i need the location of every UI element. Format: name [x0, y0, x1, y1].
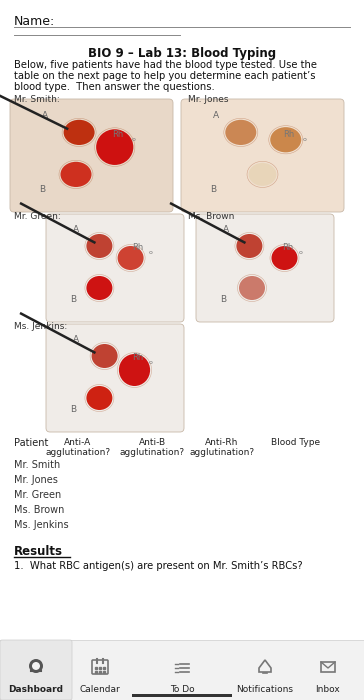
Text: Anti-A
agglutination?: Anti-A agglutination? — [46, 438, 111, 457]
Text: Blood Type: Blood Type — [272, 438, 321, 447]
Text: A: A — [213, 111, 219, 120]
Ellipse shape — [236, 234, 262, 258]
FancyBboxPatch shape — [10, 99, 173, 212]
FancyBboxPatch shape — [181, 99, 344, 212]
Text: Notifications: Notifications — [237, 685, 293, 694]
Text: Rh: Rh — [132, 354, 143, 363]
Ellipse shape — [118, 246, 144, 270]
Text: Ms. Brown: Ms. Brown — [188, 212, 234, 221]
Text: Ms. Brown: Ms. Brown — [14, 505, 64, 515]
Ellipse shape — [272, 246, 297, 270]
Circle shape — [32, 662, 40, 670]
Text: B: B — [220, 295, 226, 304]
FancyBboxPatch shape — [46, 324, 184, 432]
Text: Rh: Rh — [283, 130, 294, 139]
Text: Patient: Patient — [14, 438, 48, 448]
Text: A: A — [73, 225, 79, 234]
Ellipse shape — [60, 162, 91, 187]
Bar — [321, 662, 335, 672]
Text: Below, five patients have had the blood type tested. Use the: Below, five patients have had the blood … — [14, 60, 317, 70]
Ellipse shape — [249, 163, 276, 186]
Text: BIO 9 – Lab 13: Blood Typing: BIO 9 – Lab 13: Blood Typing — [88, 47, 276, 60]
Text: table on the next page to help you determine each patient’s: table on the next page to help you deter… — [14, 71, 316, 81]
Text: Anti-Rh
agglutination?: Anti-Rh agglutination? — [189, 438, 254, 457]
Text: Rh: Rh — [282, 244, 293, 253]
Text: Calendar: Calendar — [80, 685, 120, 694]
Text: Ms. Jenkins: Ms. Jenkins — [14, 520, 69, 530]
Text: o: o — [303, 137, 307, 142]
Text: A: A — [73, 335, 79, 344]
Text: Rh: Rh — [112, 130, 123, 139]
Text: Mr. Jones: Mr. Jones — [188, 95, 229, 104]
Ellipse shape — [92, 344, 118, 368]
Ellipse shape — [96, 130, 133, 165]
Text: blood type.  Then answer the questions.: blood type. Then answer the questions. — [14, 82, 215, 92]
Text: B: B — [70, 405, 76, 414]
Text: o: o — [149, 251, 153, 256]
Text: o: o — [149, 360, 153, 365]
FancyBboxPatch shape — [196, 214, 334, 322]
Text: A: A — [42, 111, 48, 120]
Text: Mr. Smith:: Mr. Smith: — [14, 95, 60, 104]
Ellipse shape — [86, 386, 112, 410]
Ellipse shape — [225, 120, 256, 145]
Text: Ms. Jenkins:: Ms. Jenkins: — [14, 322, 67, 331]
Ellipse shape — [239, 276, 265, 300]
Text: o: o — [132, 137, 136, 142]
Text: 1.  What RBC antigen(s) are present on Mr. Smith’s RBCs?: 1. What RBC antigen(s) are present on Mr… — [14, 561, 302, 571]
Text: Dashboard: Dashboard — [8, 685, 63, 694]
Text: Anti-B
agglutination?: Anti-B agglutination? — [119, 438, 185, 457]
Circle shape — [29, 659, 43, 673]
Ellipse shape — [270, 127, 301, 153]
Text: Name:: Name: — [14, 15, 55, 28]
Text: Mr. Jones: Mr. Jones — [14, 475, 58, 485]
FancyBboxPatch shape — [46, 214, 184, 322]
Text: B: B — [210, 185, 216, 194]
Text: Rh: Rh — [132, 244, 143, 253]
Ellipse shape — [64, 120, 95, 145]
Text: Mr. Green: Mr. Green — [14, 490, 61, 500]
Text: Results: Results — [14, 545, 63, 558]
Text: B: B — [70, 295, 76, 304]
Text: To Do: To Do — [170, 685, 194, 694]
Ellipse shape — [86, 276, 112, 300]
Text: o: o — [299, 251, 303, 256]
Ellipse shape — [119, 354, 150, 386]
Ellipse shape — [86, 234, 112, 258]
Text: A: A — [223, 225, 229, 234]
Bar — [132, 694, 232, 697]
FancyBboxPatch shape — [0, 640, 72, 700]
Text: Inbox: Inbox — [316, 685, 340, 694]
Text: B: B — [39, 185, 45, 194]
Text: Mr. Green:: Mr. Green: — [14, 212, 61, 221]
Text: Mr. Smith: Mr. Smith — [14, 460, 60, 470]
Bar — [0, 640, 364, 700]
